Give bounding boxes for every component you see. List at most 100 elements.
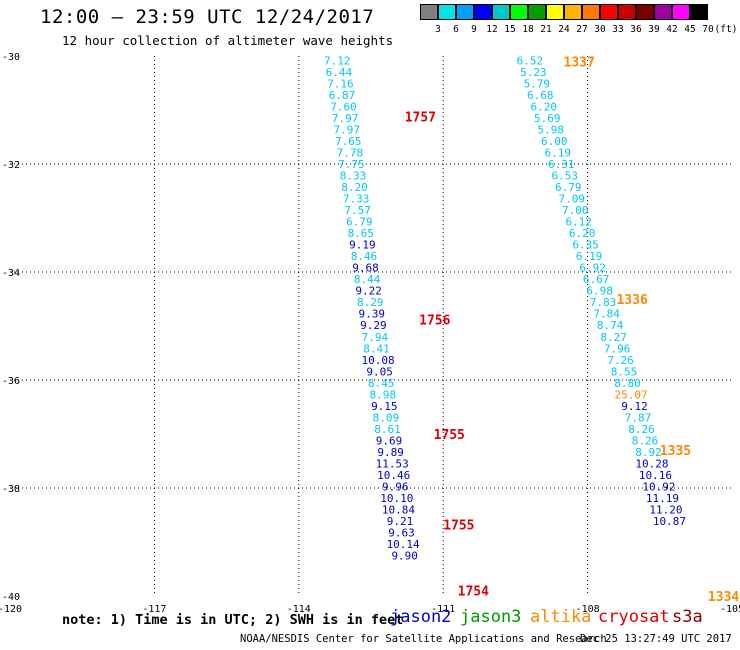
wave-height-value: 10.10 — [380, 492, 413, 505]
wave-height-value: 8.29 — [357, 296, 384, 309]
colorbar-label: 3 — [435, 24, 441, 35]
colorbar-swatch — [690, 4, 708, 20]
wave-height-value: 9.29 — [360, 319, 387, 332]
colorbar-label: 21 — [540, 24, 552, 35]
colorbar-swatch — [438, 4, 456, 20]
timestamp: Dec 25 13:27:49 UTC 2017 — [580, 633, 732, 645]
wave-height-value: 6.68 — [527, 89, 554, 102]
x-tick-label: -105 — [720, 604, 740, 615]
footer-note: note: 1) Time is in UTC; 2) SWH is in fe… — [62, 612, 404, 628]
wave-height-value: 8.55 — [611, 365, 638, 378]
wave-height-value: 7.84 — [593, 308, 620, 321]
colorbar-label: 39 — [648, 24, 660, 35]
wave-height-value: 8.09 — [373, 411, 400, 424]
wave-height-value: 9.96 — [382, 480, 409, 493]
wave-height-value: 9.89 — [377, 446, 404, 459]
pass-time-label: 1337 — [564, 55, 595, 70]
wave-height-value: 6.79 — [555, 181, 582, 194]
wave-height-value: 8.61 — [374, 423, 401, 436]
wave-height-value: 6.53 — [551, 170, 578, 183]
colorbar-label: 36 — [630, 24, 642, 35]
wave-height-value: 11.53 — [376, 457, 409, 470]
pass-time-label: 1755 — [434, 428, 465, 443]
wave-height-value: 5.23 — [520, 66, 547, 79]
colorbar-swatch — [672, 4, 690, 20]
wave-height-value: 6.87 — [329, 89, 356, 102]
legend-jason2: jason2 — [390, 607, 452, 627]
colorbar-label: 45 — [684, 24, 696, 35]
wave-height-value: 8.44 — [354, 273, 381, 286]
wave-height-value: 7.65 — [335, 135, 362, 148]
credit-line: NOAA/NESDIS Center for Satellite Applica… — [240, 633, 607, 645]
wave-height-value: 8.65 — [348, 227, 375, 240]
colorbar-swatch — [546, 4, 564, 20]
wave-height-value: 8.20 — [341, 181, 368, 194]
y-tick-label: -38 — [2, 484, 20, 495]
wave-height-value: 8.33 — [340, 170, 367, 183]
wave-height-value: 7.94 — [362, 331, 389, 344]
pass-time-label: 1334 — [708, 590, 739, 605]
wave-height-value: 6.20 — [531, 100, 558, 113]
wave-height-value: 8.26 — [628, 423, 655, 436]
colorbar-label: 9 — [471, 24, 477, 35]
colorbar-swatch — [456, 4, 474, 20]
pass-time-label: 1336 — [616, 293, 647, 308]
pass-time-label: 1755 — [443, 519, 474, 534]
wave-height-value: 5.69 — [534, 112, 561, 125]
wave-height-value: 7.87 — [625, 411, 652, 424]
wave-height-value: 7.16 — [327, 77, 354, 90]
wave-height-value: 10.16 — [639, 469, 672, 482]
colorbar-label: 70 — [702, 24, 714, 35]
pass-time-label: 1757 — [405, 110, 436, 125]
wave-height-value: 6.52 — [517, 54, 544, 67]
wave-height-value: 10.14 — [387, 538, 420, 551]
wave-height-value: 9.19 — [349, 239, 376, 252]
wave-height-value: 7.96 — [604, 342, 631, 355]
wave-height-value: 6.12 — [565, 216, 592, 229]
wave-height-value: 6.92 — [579, 262, 606, 275]
wave-height-value: 25.07 — [614, 388, 647, 401]
y-tick-label: -36 — [2, 376, 20, 387]
colorbar-swatch — [618, 4, 636, 20]
wave-height-value: 6.98 — [586, 285, 613, 298]
wave-height-value: 11.20 — [649, 504, 682, 517]
pass-time-label: 1335 — [660, 444, 691, 459]
x-tick-label: -108 — [576, 604, 600, 615]
legend-cryosat: cryosat — [598, 607, 670, 627]
pass-time-label: 1754 — [458, 585, 489, 600]
colorbar-swatch — [582, 4, 600, 20]
wave-height-value: 7.97 — [333, 123, 360, 136]
colorbar-label: (ft) — [714, 24, 738, 35]
wave-height-value: 8.80 — [614, 377, 641, 390]
x-tick-label: -117 — [142, 604, 166, 615]
x-tick-label: -114 — [287, 604, 311, 615]
wave-height-value: 6.19 — [576, 250, 603, 263]
wave-height-value: 7.00 — [562, 204, 589, 217]
wave-height-value: 8.26 — [632, 434, 659, 447]
wave-height-value: 9.63 — [388, 527, 415, 540]
wave-height-value: 8.92 — [635, 446, 662, 459]
colorbar-swatch — [528, 4, 546, 20]
colorbar-swatch — [492, 4, 510, 20]
wave-height-value: 9.39 — [359, 308, 386, 321]
wave-height-value: 6.44 — [326, 66, 353, 79]
wave-height-value: 6.35 — [572, 239, 599, 252]
wave-height-value: 7.60 — [330, 100, 357, 113]
wave-height-value: 7.09 — [558, 193, 585, 206]
wave-height-value: 6.19 — [545, 146, 572, 159]
chart-subtitle: 12 hour collection of altimeter wave hei… — [62, 33, 394, 48]
y-tick-label: -40 — [2, 592, 20, 603]
wave-height-value: 9.22 — [355, 285, 382, 298]
wave-height-value: 7.75 — [338, 158, 365, 171]
wave-height-value: 6.67 — [583, 273, 610, 286]
wave-height-value: 6.00 — [541, 135, 568, 148]
wave-height-value: 7.78 — [337, 146, 364, 159]
wave-height-value: 7.26 — [607, 354, 634, 367]
wave-height-value: 6.20 — [569, 227, 596, 240]
wave-height-value: 8.41 — [363, 342, 390, 355]
y-tick-label: -34 — [2, 268, 20, 279]
wave-height-value: 10.87 — [653, 515, 686, 528]
colorbar-swatch — [510, 4, 528, 20]
colorbar-label: 30 — [594, 24, 606, 35]
